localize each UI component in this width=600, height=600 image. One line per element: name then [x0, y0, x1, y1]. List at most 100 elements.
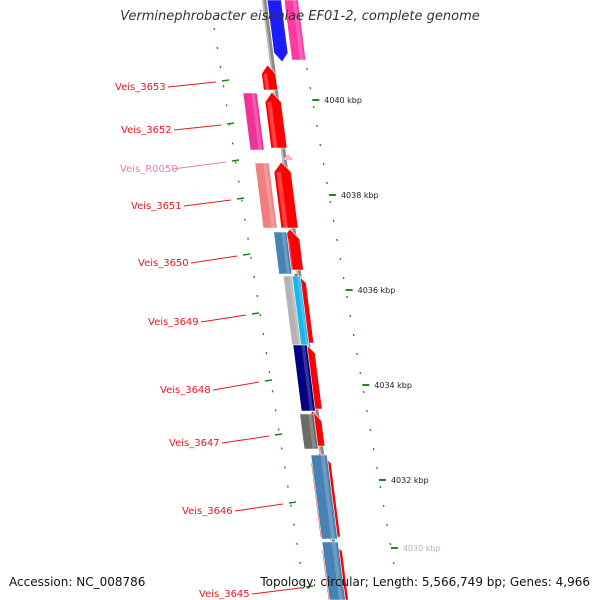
- gene-feature-left-steelblue-3-shine: [331, 542, 343, 600]
- gene-label-group: Veis_3647: [169, 433, 283, 449]
- scale-tick-label: 4038 kbp: [341, 191, 379, 200]
- ring-dot: [216, 46, 219, 50]
- genome-summary: Topology: circular; Length: 5,566,749 bp…: [260, 575, 590, 589]
- gene-label[interactable]: Veis_3653: [115, 82, 166, 93]
- gene-leader-line: [167, 81, 217, 88]
- gene-label-group: Veis_3650: [138, 253, 251, 269]
- ring-dot: [286, 485, 289, 488]
- ring-dot: [342, 276, 345, 280]
- gene-feature-3652-shine: [267, 102, 278, 148]
- gene-label-group: Veis_3648: [160, 379, 273, 396]
- scale-tick: 4038 kbp: [328, 191, 379, 200]
- ring-dot: [376, 466, 378, 470]
- ring-dot: [231, 142, 234, 145]
- gene-label[interactable]: Veis_3646: [182, 506, 233, 517]
- gene-leader-line: [212, 381, 260, 391]
- gene-feature-blue-top: [266, 0, 289, 63]
- gene-label[interactable]: Veis_3647: [169, 438, 220, 449]
- gene-feature-left-cyan-body: [291, 275, 310, 346]
- ring-dot: [247, 237, 249, 240]
- ring-dot: [306, 67, 308, 71]
- gene-features: [242, 0, 349, 600]
- gene-tick: [274, 433, 283, 436]
- ring-dot: [336, 238, 338, 242]
- scale-tick: 4032 kbp: [378, 476, 429, 485]
- gene-label-group: Veis_R0050: [120, 159, 240, 175]
- gene-feature-magenta-top-shine: [292, 0, 304, 60]
- gene-label[interactable]: Veis_3645: [199, 589, 250, 600]
- gene-label[interactable]: Veis_3652: [121, 125, 172, 136]
- ring-dot: [234, 161, 237, 164]
- ring-dot: [382, 504, 385, 508]
- gene-leader-line: [221, 435, 270, 444]
- gene-feature-left-navy-body: [292, 344, 316, 412]
- ring-dot: [379, 485, 382, 489]
- ring-dot: [265, 351, 268, 355]
- gene-leader-line: [200, 314, 247, 323]
- gene-feature-left-steelblue-1: [273, 231, 293, 275]
- scale-tick: 4034 kbp: [362, 381, 412, 390]
- ring-dot: [290, 504, 292, 507]
- gene-feature-3653: [261, 64, 278, 91]
- gene-label[interactable]: Veis_3650: [138, 258, 189, 269]
- gene-tick: [226, 122, 235, 125]
- gene-feature-left-navy-shine: [301, 345, 314, 411]
- gene-feature-left-steelblue-3-body: [321, 541, 346, 600]
- gene-feature-r0050: [282, 154, 294, 160]
- gene-tick: [251, 312, 260, 315]
- scale-tick-label: 4034 kbp: [374, 381, 412, 390]
- gene-feature-3651-body: [273, 161, 299, 229]
- ring-dot: [274, 409, 277, 412]
- gene-tick: [236, 197, 245, 200]
- scale-tick-label: 4030 kbp: [403, 544, 441, 553]
- ring-dot: [316, 124, 318, 128]
- gene-leader-line: [173, 124, 222, 131]
- ring-dot: [309, 86, 312, 90]
- gene-feature-left-cyan: [291, 275, 310, 346]
- gene-label[interactable]: Veis_R0050: [120, 164, 178, 175]
- ring-dot: [222, 85, 225, 88]
- ring-dot: [237, 180, 240, 183]
- ring-dot: [359, 371, 362, 375]
- gene-label-group: Veis_3649: [148, 312, 260, 328]
- ring-dot: [296, 542, 299, 545]
- ring-dot: [293, 523, 295, 526]
- gene-label[interactable]: Veis_3651: [131, 201, 182, 212]
- gene-feature-left-salmon-body: [254, 162, 278, 229]
- gene-feature-left-salmon-shine: [263, 163, 276, 228]
- ring-dot: [386, 523, 388, 527]
- ring-dot: [283, 466, 286, 469]
- gene-feature-left-gray-shine: [308, 414, 317, 449]
- gene-feature-left-gray: [299, 413, 319, 450]
- gene-tick: [264, 379, 273, 382]
- scale-ticks: 4040 kbp 4038 kbp 4036 kbp 4034 kbp 4032 kbp…: [312, 96, 441, 553]
- scale-tick-label: 4032 kbp: [391, 476, 429, 485]
- ring-dot: [346, 295, 348, 299]
- gene-feature-3651-shine: [276, 172, 288, 228]
- gene-leader-line: [190, 255, 238, 264]
- ring-dot: [366, 409, 368, 413]
- gene-label-group: Veis_3651: [131, 197, 245, 212]
- ring-dot: [268, 371, 271, 374]
- gene-feature-left-cyan-shine: [297, 276, 308, 345]
- gene-feature-left-salmon: [254, 162, 278, 229]
- gene-feature-left-hotpink-body: [242, 92, 265, 151]
- gene-feature-left-steelblue-1-shine: [281, 232, 291, 274]
- ring-dot: [312, 105, 315, 109]
- gene-feature-left-steelblue-3: [321, 541, 346, 600]
- gene-feature-left-steelblue-2-shine: [320, 455, 336, 539]
- ring-dot: [277, 428, 280, 431]
- ring-dot: [253, 275, 256, 279]
- gene-feature-left-hotpink: [242, 92, 265, 151]
- gene-leader-line: [234, 503, 284, 512]
- gene-label[interactable]: Veis_3648: [160, 385, 211, 396]
- map-title: Verminephrobacter eiseniae EF01-2, compl…: [120, 9, 480, 24]
- ring-dot: [219, 65, 222, 69]
- ring-dot: [356, 352, 358, 356]
- gene-feature-magenta-top-body: [283, 0, 307, 61]
- gene-label[interactable]: Veis_3649: [148, 317, 199, 328]
- gene-leader-line: [183, 199, 232, 207]
- gene-tick: [231, 159, 240, 162]
- ring-dot: [369, 428, 372, 432]
